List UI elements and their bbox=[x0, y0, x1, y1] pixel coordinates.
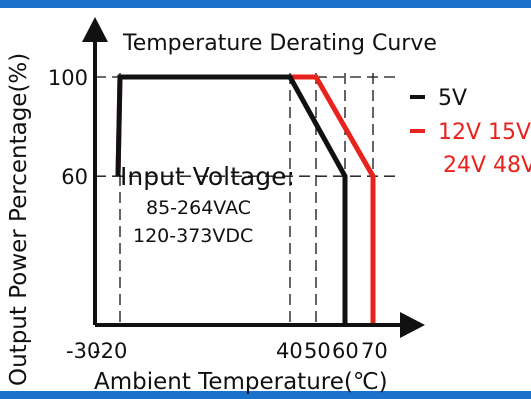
bottom-border bbox=[0, 391, 531, 399]
chart-title: Temperature Derating Curve bbox=[122, 31, 437, 56]
legend-label-5v: 5V bbox=[438, 86, 467, 111]
x-tick--20: -20 bbox=[93, 339, 127, 363]
annotation-line-ac: 85-264VAC bbox=[146, 197, 251, 219]
y-axis-arrow bbox=[82, 17, 108, 42]
input-voltage-annotation: Input Voltage: 85-264VAC 120-373VDC bbox=[120, 162, 295, 247]
series-lines bbox=[115, 74, 376, 325]
legend: 5V 12V 15V 24V 48V bbox=[410, 86, 531, 178]
x-axis-arrow bbox=[400, 312, 425, 338]
y-axis-label: Output Power Percentage(%) bbox=[6, 53, 32, 386]
x-tick-60: 60 bbox=[332, 339, 359, 363]
x-tick--30: -30 bbox=[66, 339, 100, 363]
y-tick-100: 100 bbox=[48, 66, 88, 90]
annotation-heading: Input Voltage: bbox=[120, 162, 295, 191]
annotation-line-dc: 120-373VDC bbox=[133, 225, 253, 247]
x-axis-label: Ambient Temperature(℃) bbox=[94, 369, 388, 395]
top-border bbox=[0, 0, 531, 8]
x-tick-70: 70 bbox=[361, 339, 388, 363]
x-tick-40: 40 bbox=[276, 339, 303, 363]
legend-label-12v-15v: 12V 15V bbox=[438, 120, 531, 145]
series-line-5v bbox=[115, 74, 348, 325]
axes bbox=[82, 17, 425, 338]
x-tick-50: 50 bbox=[304, 339, 331, 363]
y-tick-60: 60 bbox=[61, 165, 88, 189]
legend-label-24v-48v: 24V 48V bbox=[443, 153, 531, 178]
